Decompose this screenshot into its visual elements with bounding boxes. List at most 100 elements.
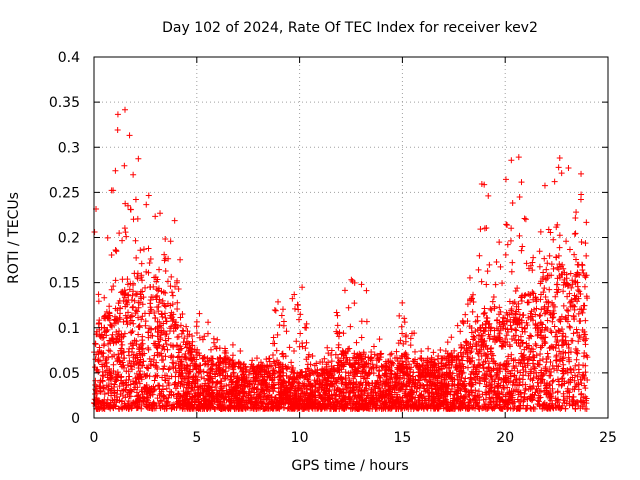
data-point bbox=[280, 318, 287, 325]
data-point bbox=[360, 375, 367, 382]
data-point bbox=[516, 343, 523, 350]
data-point bbox=[358, 318, 365, 325]
data-point bbox=[537, 319, 544, 326]
data-point bbox=[118, 345, 125, 352]
data-point bbox=[263, 356, 270, 363]
data-point bbox=[549, 318, 556, 325]
data-point bbox=[522, 216, 529, 223]
data-point bbox=[332, 351, 339, 358]
data-point bbox=[499, 343, 506, 350]
data-point bbox=[510, 388, 517, 395]
data-point bbox=[388, 350, 395, 357]
data-point bbox=[504, 384, 511, 391]
data-point bbox=[114, 358, 121, 365]
data-point bbox=[572, 278, 579, 285]
data-point bbox=[139, 313, 146, 320]
data-point bbox=[130, 288, 137, 295]
data-point bbox=[546, 252, 553, 259]
data-point bbox=[146, 355, 153, 362]
data-point bbox=[522, 405, 529, 412]
data-point bbox=[168, 389, 175, 396]
data-point bbox=[536, 312, 543, 319]
data-point bbox=[167, 302, 174, 309]
data-point bbox=[478, 278, 485, 285]
data-point bbox=[177, 358, 184, 365]
data-point bbox=[483, 391, 490, 398]
data-point bbox=[126, 132, 133, 139]
data-point bbox=[536, 248, 543, 255]
data-point bbox=[322, 397, 329, 404]
data-point bbox=[286, 344, 293, 351]
data-point bbox=[174, 299, 181, 306]
data-point bbox=[339, 347, 346, 354]
data-point bbox=[474, 313, 481, 320]
data-point bbox=[270, 385, 277, 392]
data-point bbox=[159, 374, 166, 381]
data-point bbox=[194, 383, 201, 390]
data-point bbox=[140, 358, 147, 365]
data-point bbox=[313, 360, 320, 367]
data-point bbox=[96, 348, 103, 355]
data-point bbox=[124, 276, 131, 283]
data-point bbox=[174, 354, 181, 361]
data-point bbox=[171, 217, 178, 224]
data-point bbox=[168, 273, 175, 280]
data-point bbox=[186, 373, 193, 380]
data-point bbox=[522, 387, 529, 394]
data-point bbox=[101, 294, 108, 301]
data-point bbox=[108, 252, 115, 259]
data-point bbox=[128, 297, 135, 304]
data-point bbox=[139, 333, 146, 340]
data-point bbox=[118, 379, 125, 386]
data-point bbox=[578, 191, 585, 198]
data-point bbox=[169, 402, 176, 409]
data-point bbox=[120, 318, 127, 325]
data-point bbox=[571, 377, 578, 384]
data-point bbox=[117, 305, 124, 312]
data-point bbox=[135, 323, 142, 330]
data-point bbox=[528, 308, 535, 315]
data-point bbox=[122, 402, 129, 409]
data-point bbox=[527, 366, 534, 373]
data-points bbox=[91, 106, 591, 412]
data-point bbox=[507, 322, 514, 329]
data-point bbox=[472, 379, 479, 386]
data-point bbox=[134, 405, 141, 412]
data-point bbox=[297, 311, 304, 318]
data-point bbox=[531, 363, 538, 370]
data-point bbox=[544, 260, 551, 267]
data-point bbox=[119, 237, 126, 244]
data-point bbox=[277, 401, 284, 408]
data-point bbox=[275, 364, 282, 371]
data-point bbox=[124, 321, 131, 328]
data-point bbox=[529, 267, 536, 274]
data-point bbox=[407, 375, 414, 382]
data-point bbox=[437, 392, 444, 399]
data-point bbox=[558, 382, 565, 389]
data-point bbox=[376, 336, 383, 343]
data-point bbox=[324, 344, 331, 351]
data-point bbox=[145, 192, 152, 199]
data-point bbox=[549, 344, 556, 351]
data-point bbox=[579, 266, 586, 273]
data-point bbox=[357, 351, 364, 358]
data-point bbox=[175, 286, 182, 293]
data-point bbox=[346, 345, 353, 352]
data-point bbox=[519, 363, 526, 370]
data-point bbox=[467, 349, 474, 356]
data-point bbox=[567, 348, 574, 355]
data-point bbox=[582, 240, 589, 247]
data-point bbox=[370, 343, 377, 350]
data-point bbox=[495, 376, 502, 383]
data-point bbox=[120, 362, 127, 369]
data-point bbox=[116, 383, 123, 390]
data-point bbox=[340, 355, 347, 362]
data-point bbox=[171, 283, 178, 290]
data-point bbox=[136, 380, 143, 387]
data-point bbox=[480, 358, 487, 365]
data-point bbox=[552, 293, 559, 300]
data-point bbox=[468, 325, 475, 332]
data-point bbox=[573, 356, 580, 363]
data-point bbox=[357, 357, 364, 364]
data-point bbox=[567, 270, 574, 277]
